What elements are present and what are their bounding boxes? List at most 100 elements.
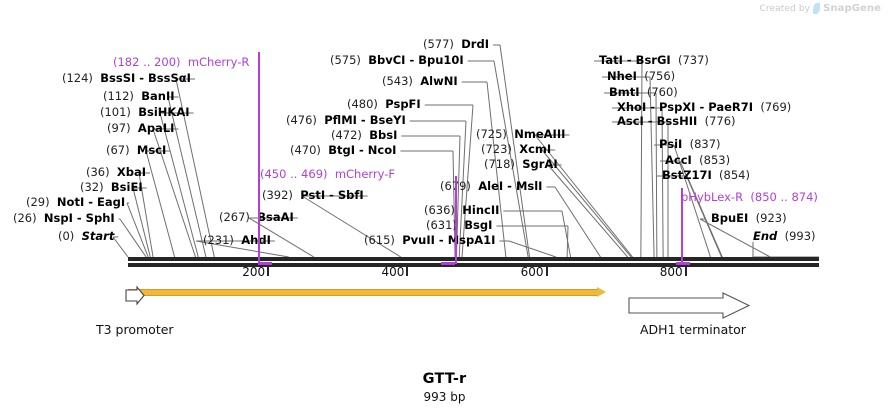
restriction-site-label: (725) NmeAIII — [476, 127, 566, 141]
restriction-site-label: (101) BsiHKAI — [100, 105, 190, 119]
primer-range: (450 .. 469) — [260, 167, 328, 181]
restriction-site-label: (26) NspI - SphI — [13, 211, 115, 225]
credit-brand: SnapGene — [823, 3, 881, 14]
site-enzymes: BmtI — [609, 85, 640, 99]
site-position: (112) — [103, 89, 134, 103]
primer-name: mCherry-R — [187, 55, 250, 69]
site-enzymes: ApaLI — [137, 121, 175, 135]
site-enzymes: BbvCI - Bpu10I — [368, 53, 464, 67]
primer-name: mCherry-F — [334, 167, 396, 181]
site-position: (29) — [26, 195, 50, 209]
site-enzymes: NspI - SphI — [43, 211, 115, 225]
site-position: (476) — [286, 113, 317, 127]
t3-promoter-shaft — [128, 289, 598, 296]
site-position: (769) — [760, 100, 792, 114]
site-enzymes: BbsI — [369, 128, 398, 142]
restriction-site-label: (476) PflMI - BseYI — [286, 113, 406, 127]
restriction-site-label: (472) BbsI — [331, 128, 398, 142]
site-position: (267) — [219, 210, 250, 224]
ruler-tick — [684, 267, 687, 276]
site-enzymes: NheI — [607, 69, 637, 83]
restriction-site-label: (97) ApaLI — [107, 121, 175, 135]
site-enzymes: PvuII - MspA1I — [402, 233, 496, 247]
end-position: (993) — [784, 229, 816, 243]
restriction-site-label: (577) DrdI — [423, 37, 489, 51]
site-position: (480) — [347, 97, 378, 111]
restriction-site-label: (615) PvuII - MspA1I — [364, 233, 496, 247]
restriction-site-label: NheI (756) — [607, 69, 675, 83]
site-position: (725) — [476, 127, 507, 141]
start-position: (0) — [58, 229, 75, 243]
site-position: (853) — [699, 153, 731, 167]
site-position: (470) — [290, 143, 321, 157]
site-enzymes: BstZ17I — [662, 168, 712, 182]
t3-promoter-legend-arrow — [124, 285, 146, 311]
site-position: (631) — [426, 218, 457, 232]
restriction-site-label: (470) BtgI - NcoI — [290, 143, 397, 157]
ruler-tick — [267, 267, 270, 276]
site-position: (718) — [484, 157, 515, 171]
site-enzymes: BsaAI — [257, 210, 294, 224]
restriction-site-label: AccI (853) — [665, 153, 731, 167]
restriction-site-label: BmtI (760) — [609, 85, 678, 99]
site-enzymes: PflMI - BseYI — [324, 113, 406, 127]
t3-promoter-arrow — [128, 287, 606, 297]
primer-bar — [441, 262, 455, 265]
site-position: (97) — [107, 121, 131, 135]
restriction-site-label: (723) XcmI — [481, 142, 551, 156]
ruler-label: 200 — [242, 265, 266, 279]
site-enzymes: NmeAIII — [514, 127, 566, 141]
primer-range: (182 .. 200) — [113, 55, 181, 69]
restriction-site-label: PsiI (837) — [659, 138, 721, 151]
snapgene-leaf-icon — [813, 3, 821, 14]
site-enzymes: BsiHKAI — [138, 105, 190, 119]
site-position: (760) — [646, 85, 678, 99]
ruler-tick — [545, 267, 548, 276]
site-position: (392) — [262, 188, 293, 202]
site-enzymes: XhoI - PspXI - PaeR7I — [617, 100, 754, 114]
restriction-site-label: (32) BsiEI — [80, 180, 143, 194]
site-enzymes: AccI — [665, 153, 692, 167]
restriction-site-label: TatI - BsrGI (737) — [599, 53, 709, 67]
end-text: End — [753, 229, 778, 243]
site-enzymes: BsgI — [464, 218, 493, 232]
end-label: End (993) — [753, 229, 816, 243]
plasmid-name: GTT-r — [422, 371, 467, 387]
site-position: (26) — [13, 211, 37, 225]
ruler-label: 800 — [659, 265, 683, 279]
ruler-tick — [406, 267, 409, 276]
restriction-site-label: (718) SgrAI — [484, 157, 558, 171]
plasmid-length: 993 bp — [423, 390, 466, 404]
site-position: (124) — [62, 71, 93, 85]
sequence-backbone-top — [128, 257, 819, 261]
start-text: Start — [81, 229, 115, 243]
site-enzymes: TatI - BsrGI — [599, 53, 671, 67]
restriction-site-label: (631) BsgI — [426, 218, 493, 232]
restriction-site-label: (124) BssSI - BssSαI — [62, 71, 191, 85]
restriction-site-label: (267) BsaAI — [219, 210, 294, 224]
site-position: (723) — [481, 142, 512, 156]
site-enzymes: HincII — [462, 203, 500, 217]
restriction-site-label: (575) BbvCI - Bpu10I — [330, 53, 464, 67]
site-enzymes: BpuEI — [711, 211, 749, 225]
site-position: (776) — [704, 114, 736, 128]
restriction-site-label: (543) AlwNI — [382, 74, 458, 88]
t3-promoter-caption: T3 promoter — [96, 322, 174, 337]
primer-stem — [258, 52, 260, 264]
site-position: (472) — [331, 128, 362, 142]
site-position: (543) — [382, 74, 413, 88]
site-enzymes: BsiEI — [110, 180, 143, 194]
site-enzymes: AhdI — [241, 233, 271, 247]
primer-label: (182 .. 200) mCherry-R — [113, 55, 250, 69]
restriction-site-label: (392) PstI - SbfI — [262, 188, 364, 202]
site-position: (636) — [424, 203, 455, 217]
site-enzymes: AlwNI — [420, 74, 458, 88]
site-position: (615) — [364, 233, 395, 247]
site-position: (577) — [423, 37, 454, 51]
primer-stem — [681, 188, 683, 264]
site-enzymes: BtgI - NcoI — [328, 143, 397, 157]
sequence-backbone-bottom — [128, 263, 819, 267]
site-position: (737) — [678, 53, 709, 67]
restriction-site-label: (231) AhdI — [203, 233, 271, 247]
